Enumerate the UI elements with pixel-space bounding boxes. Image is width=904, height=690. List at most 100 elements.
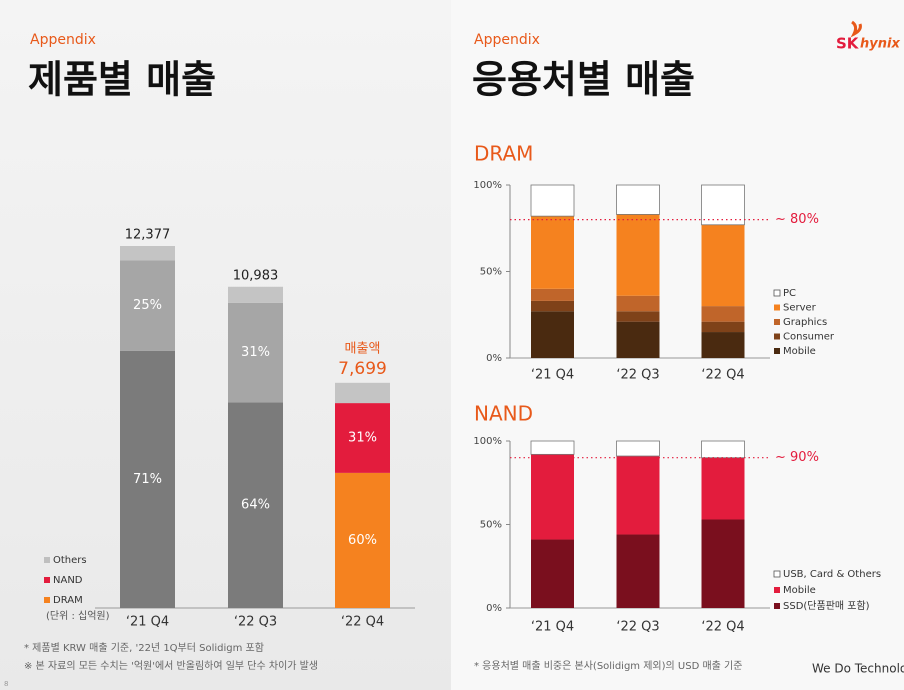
total-label: 7,699 [338,359,387,379]
bar-segment [531,539,574,608]
bar-segment [616,321,660,358]
legend-label: USB, Card & Others [783,569,881,580]
bar-segment [701,321,745,333]
value-label: 31% [241,345,270,360]
bar-segment [228,402,283,608]
y-tick-label: 50% [480,520,502,531]
x-tick-label: ‘22 Q4 [701,368,744,383]
footnote: * 응용처별 매출 비중은 본사(Solidigm 제외)의 USD 매출 기준 [474,660,742,672]
legend-swatch [773,289,781,297]
chart-title: DRAM [474,142,533,166]
legend-swatch [774,587,780,593]
bar-segment [335,472,390,608]
page-number: 8 [4,680,8,688]
unit-note: (단위 : 십억원) [46,609,110,622]
x-tick-label: ‘21 Q4 [531,620,574,635]
bar-segment [701,332,745,358]
bar-segment [228,286,283,303]
total-label: 10,983 [233,268,279,283]
legend-label: DRAM [53,595,83,606]
legend-swatch [774,304,780,311]
slide-title: 제품별 매출 [28,58,216,102]
value-label: 71% [133,472,162,487]
y-tick-label: 100% [473,436,502,447]
legend-swatch [774,348,780,354]
legend-swatch [44,577,50,583]
section-label: Appendix [474,32,540,48]
reference-label: ~ 80% [775,212,819,227]
legend-swatch [774,603,780,609]
section-label: Appendix [30,32,96,48]
bar-segment [531,216,574,289]
legend-label: SSD(단품판매 포함) [783,600,870,612]
value-label: 25% [133,298,162,313]
legend-swatch [773,570,781,578]
bar-segment [530,184,575,217]
right-panel [451,0,904,690]
bar-segment [335,403,390,473]
x-tick-label: ‘21 Q4 [531,368,574,383]
bar-segment [531,454,574,540]
legend-swatch [44,557,50,563]
footnote: ※ 본 자료의 모든 수치는 '억원'에서 반올림하여 일부 단수 차이가 발생 [24,659,318,672]
legend-swatch [44,597,50,603]
bar-segment [616,184,660,215]
logo-icon [850,20,862,38]
logo-name: hynix [860,37,900,52]
bar-segment [616,440,660,457]
value-label: 64% [241,498,270,513]
bar-segment [335,382,390,404]
bar-segment [616,295,660,312]
bar-segment [120,246,175,261]
legend-swatch [774,333,780,340]
bar-segment [228,302,283,403]
bar-segment [701,306,745,322]
bar-segment [120,260,175,351]
bar-segment [531,300,574,312]
legend-label: Mobile [783,346,816,357]
bar-segment [120,350,175,608]
bar-segment [530,440,575,455]
y-tick-label: 50% [480,267,502,278]
bar-segment [701,184,745,226]
bar-segment [616,311,660,322]
x-tick-label: ‘21 Q4 [126,615,169,630]
x-tick-label: ‘22 Q4 [701,620,744,635]
legend-label: NAND [53,575,83,586]
logo-brand: SK [836,35,860,53]
legend-label: PC [783,288,796,299]
legend-label: Server [783,303,817,314]
total-label: 12,377 [125,228,171,243]
bar-segment [616,214,660,296]
y-tick-label: 0% [486,353,502,364]
bar-segment [701,224,745,307]
y-tick-label: 0% [486,603,502,614]
legend-label: Others [53,555,87,566]
bar-segment [616,456,660,535]
legend-label: Mobile [783,585,816,596]
x-tick-label: ‘22 Q3 [234,615,277,630]
legend-label: Graphics [783,317,827,328]
x-tick-label: ‘22 Q3 [616,368,659,383]
legend-swatch [774,319,780,325]
x-tick-label: ‘22 Q3 [616,620,659,635]
annotation: 매출액 [345,341,381,356]
reference-label: ~ 90% [775,450,819,465]
bar-segment [531,288,574,301]
x-tick-label: ‘22 Q4 [341,615,384,630]
bar-segment [701,457,745,520]
legend-label: Consumer [783,332,835,343]
chart-title: NAND [474,402,533,426]
value-label: 31% [348,430,377,445]
bar-segment [531,311,574,358]
y-tick-label: 100% [473,180,502,191]
footnote: * 제품별 KRW 매출 기준, '22년 1Q부터 Solidigm 포함 [24,642,264,654]
bar-segment [701,519,745,608]
value-label: 60% [348,533,377,548]
slide-title: 응용처별 매출 [472,58,695,102]
bar-segment [616,534,660,608]
bar-segment [701,440,745,459]
slogan: We Do Technology [812,662,904,676]
